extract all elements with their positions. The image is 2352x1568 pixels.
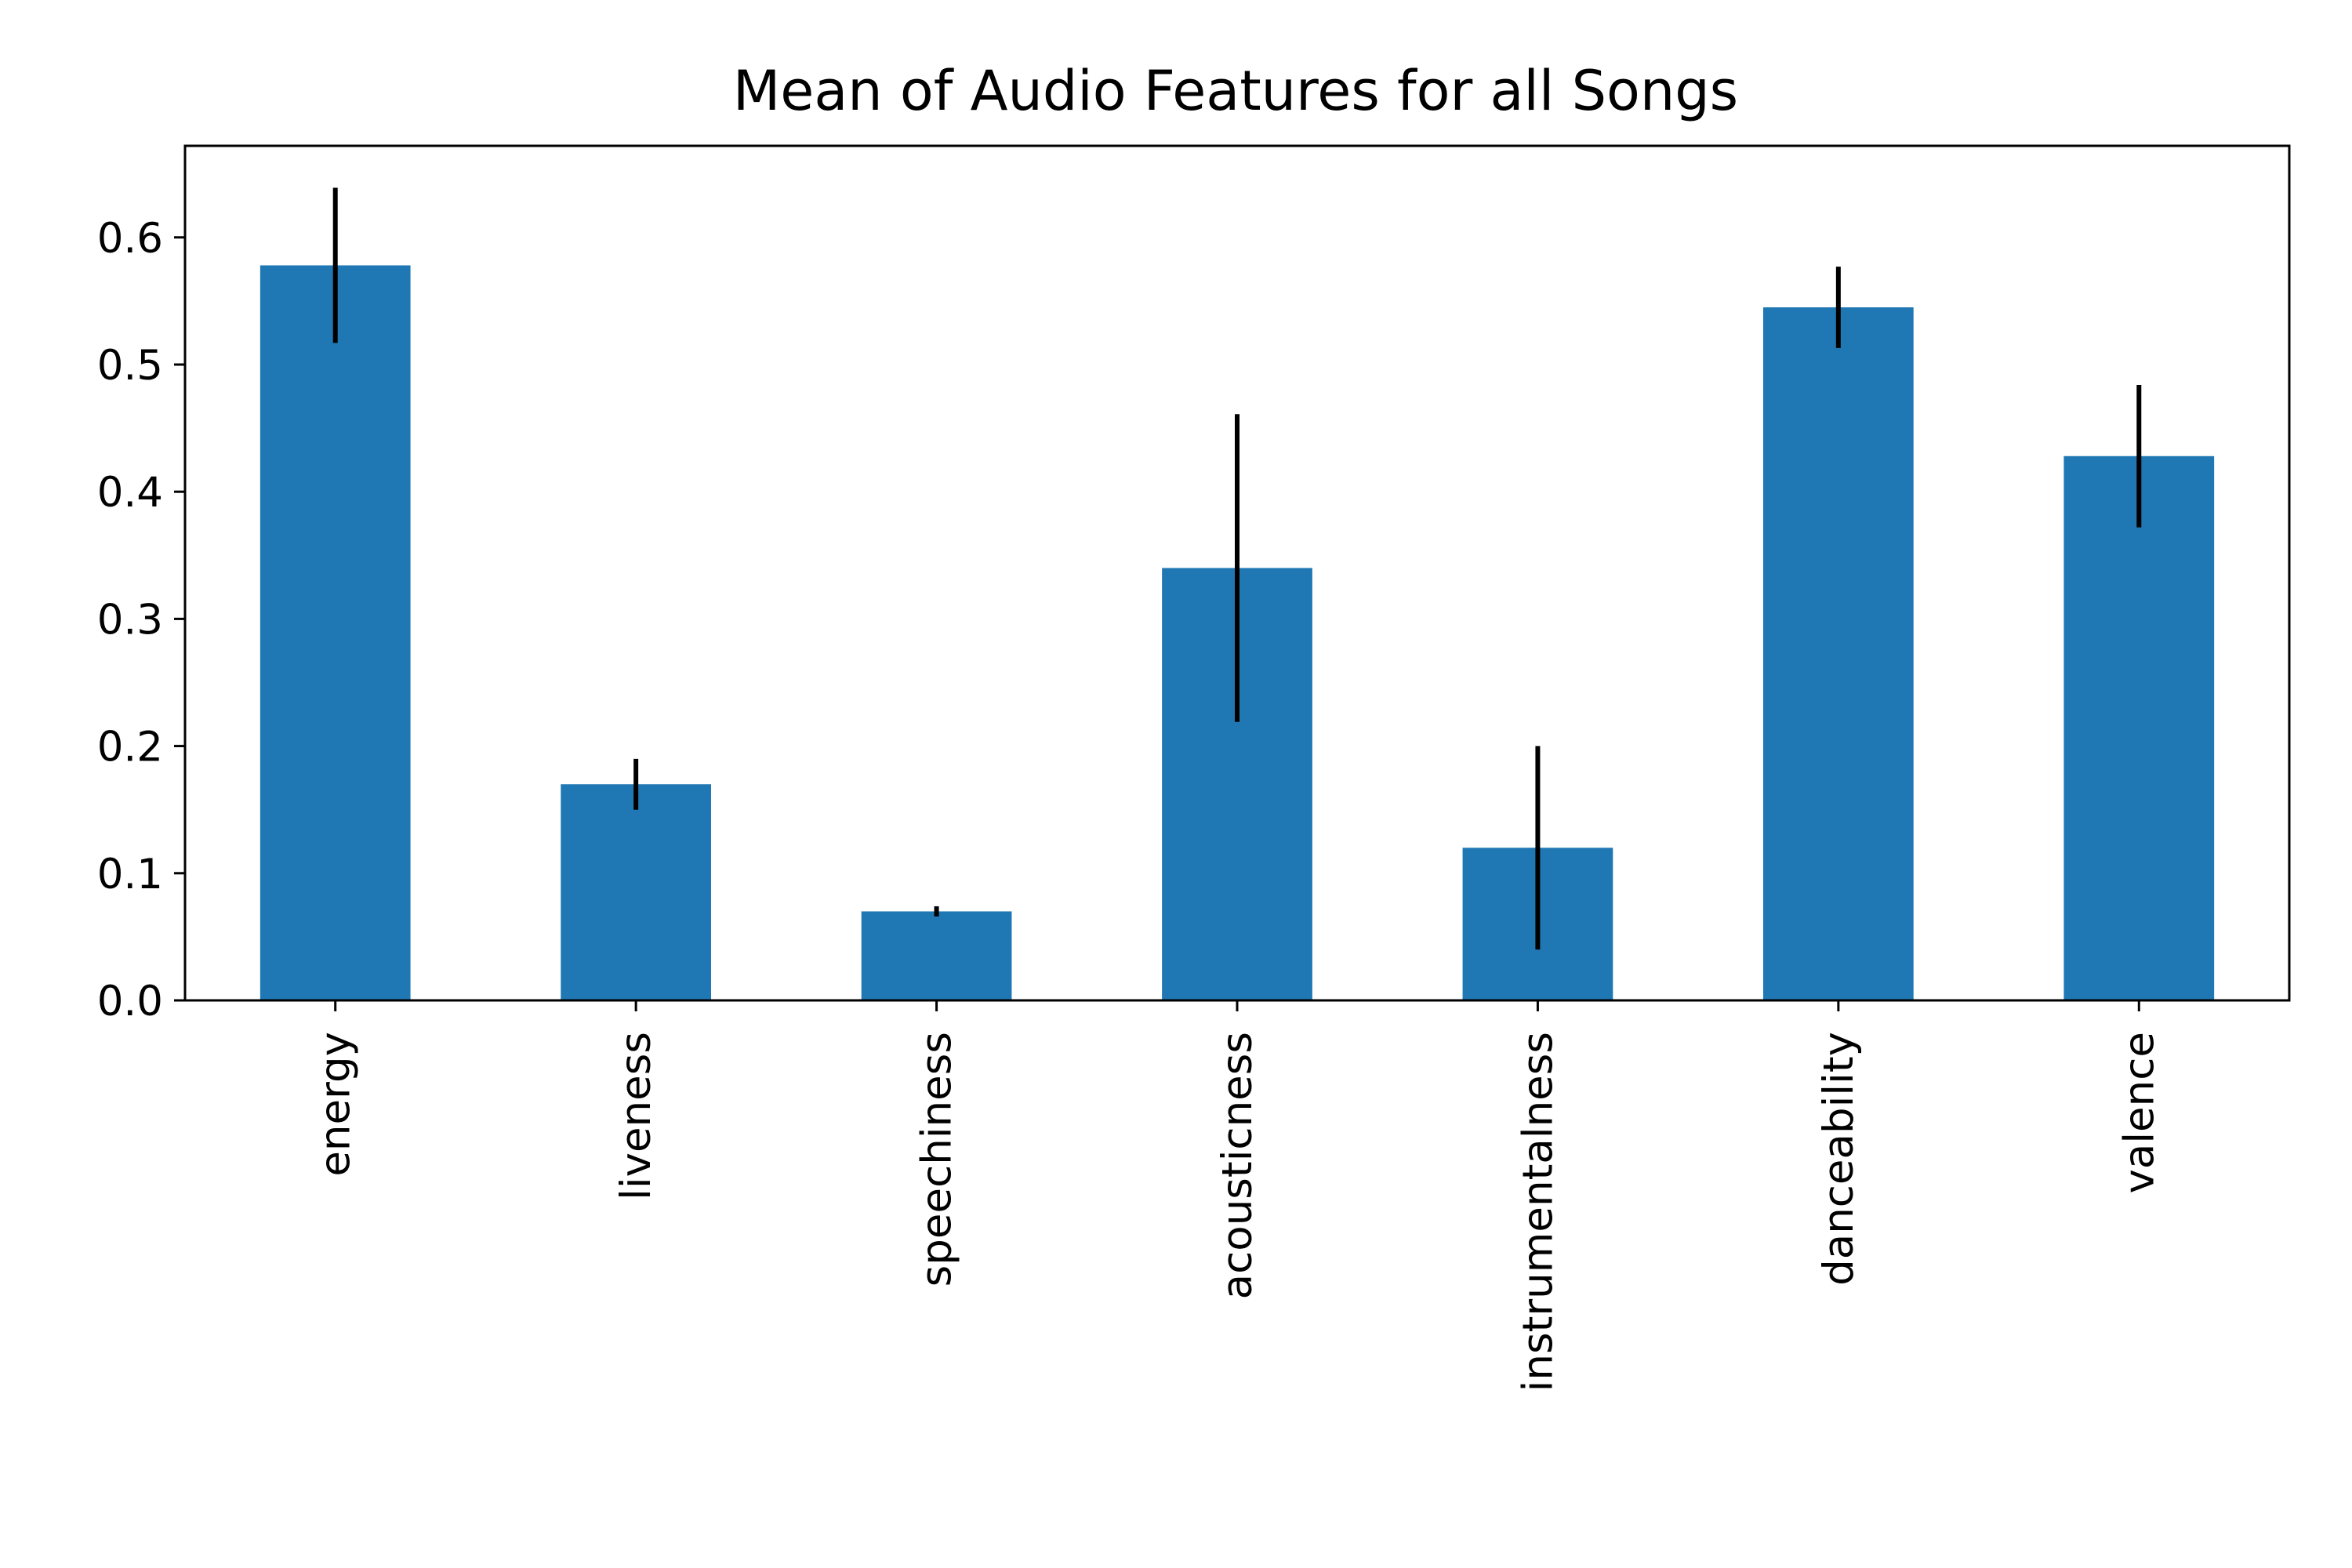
bar-energy	[260, 265, 411, 1001]
x-tick-label-danceability: danceability	[1815, 1032, 1863, 1286]
x-tick-label-liveness: liveness	[612, 1032, 660, 1200]
bar-danceability	[1763, 307, 1914, 1000]
bar-speechiness	[861, 911, 1012, 1000]
y-tick-label: 0.1	[97, 851, 163, 898]
x-axis: energy liveness speechiness acousticness ins…	[312, 1000, 2163, 1392]
bar-liveness	[561, 784, 711, 1000]
y-axis: 0.0 0.1 0.2 0.3 0.4 0.5 0.6	[97, 215, 185, 1025]
x-tick-label-acousticness: acousticness	[1214, 1032, 1261, 1299]
y-tick-label: 0.0	[97, 978, 163, 1025]
y-tick-label: 0.3	[97, 596, 163, 644]
x-tick-label-instrumentalness: instrumentalness	[1514, 1032, 1562, 1392]
x-tick-label-speechiness: speechiness	[913, 1032, 961, 1287]
y-tick-label: 0.6	[97, 215, 163, 263]
plot-frame	[183, 144, 2291, 1002]
x-tick-label-valence: valence	[2115, 1032, 2163, 1194]
y-tick-label: 0.4	[97, 469, 163, 517]
y-tick-label: 0.5	[97, 342, 163, 390]
x-tick-label-energy: energy	[312, 1032, 360, 1177]
error-bars-group	[332, 187, 2142, 950]
chart-title: Mean of Audio Features for all Songs	[733, 59, 1738, 123]
y-tick-label: 0.2	[97, 724, 163, 771]
bar-valence	[2063, 456, 2215, 1000]
